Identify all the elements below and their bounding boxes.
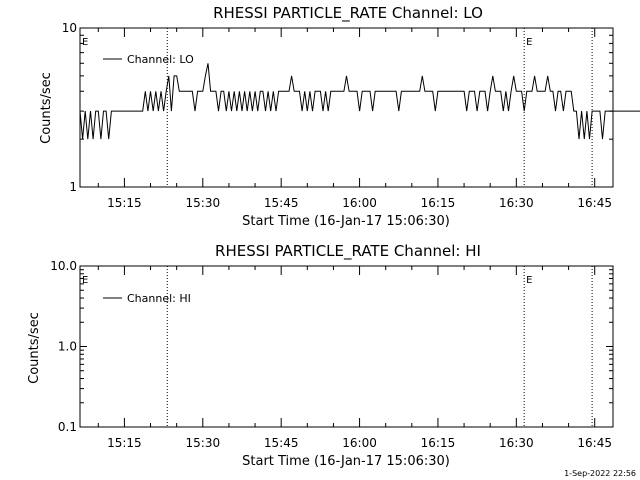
- hi-legend-label: Channel: HI: [127, 292, 191, 305]
- lo-x-tick-label: 16:30: [499, 196, 534, 210]
- hi-y-tick-label: 0.1: [58, 420, 77, 434]
- hi-event-marker: E: [526, 275, 532, 286]
- hi-x-tick-label: 16:00: [342, 436, 377, 450]
- lo-x-axis-label: Start Time (16-Jan-17 15:06:30): [242, 214, 450, 229]
- hi-y-tick-label: 10.0: [50, 259, 77, 273]
- lo-series-line: [79, 63, 640, 140]
- lo-y-tick-label: 10: [62, 21, 77, 35]
- lo-legend: Channel: LO: [103, 53, 194, 66]
- hi-x-axis-label: Start Time (16-Jan-17 15:06:30): [242, 454, 450, 469]
- lo-x-tick-label: 15:30: [186, 196, 221, 210]
- lo-x-tick-label: 16:45: [577, 196, 612, 210]
- hi-x-tick-label: 16:30: [499, 436, 534, 450]
- hi-event-marker: E: [82, 275, 88, 286]
- lo-event-lines: [166, 28, 593, 187]
- lo-y-tick-label: 1: [69, 180, 77, 194]
- lo-legend-label: Channel: LO: [127, 53, 194, 66]
- hi-channel-panel: RHESSI PARTICLE_RATE Channel: HI Counts/…: [27, 242, 614, 469]
- lo-y-ticks: 1 10: [62, 21, 613, 194]
- hi-x-tick-label: 15:15: [107, 436, 142, 450]
- footer-timestamp: 1-Sep-2022 22:56: [564, 469, 636, 478]
- hi-chart-title: RHESSI PARTICLE_RATE Channel: HI: [215, 242, 481, 261]
- lo-x-tick-label: 16:00: [342, 196, 377, 210]
- lo-x-tick-label: 15:15: [107, 196, 142, 210]
- hi-x-ticks: 15:15 15:30 15:45 16:00 16:15 16:30 16:45: [97, 266, 612, 450]
- lo-x-tick-label: 16:15: [421, 196, 456, 210]
- hi-y-axis-label: Counts/sec: [27, 312, 42, 384]
- lo-y-axis-label: Counts/sec: [39, 72, 54, 144]
- hi-y-tick-label: 1.0: [58, 340, 77, 354]
- lo-plot-frame: [79, 27, 614, 188]
- lo-channel-panel: RHESSI PARTICLE_RATE Channel: LO Counts/…: [39, 4, 640, 229]
- hi-y-ticks: 0.1 1.0 10.0: [50, 259, 613, 434]
- lo-x-tick-label: 15:45: [264, 196, 299, 210]
- hi-x-tick-label: 15:30: [186, 436, 221, 450]
- hi-legend: Channel: HI: [103, 292, 191, 305]
- lo-chart-title: RHESSI PARTICLE_RATE Channel: LO: [213, 4, 483, 23]
- lo-event-marker: E: [526, 37, 532, 48]
- lo-event-marker: E: [82, 37, 88, 48]
- hi-x-tick-label: 16:45: [577, 436, 612, 450]
- hi-x-tick-label: 16:15: [421, 436, 456, 450]
- hi-x-tick-label: 15:45: [264, 436, 299, 450]
- lo-x-ticks: 15:15 15:30 15:45 16:00 16:15 16:30 16:45: [97, 28, 612, 210]
